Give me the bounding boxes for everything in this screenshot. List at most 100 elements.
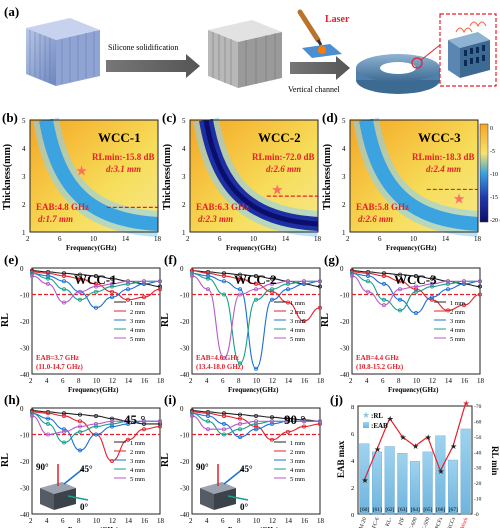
- x-tick-label: 12: [269, 377, 277, 385]
- x-tick-label: 6: [221, 377, 225, 385]
- series-line-3: [31, 272, 161, 309]
- series-point: [253, 427, 258, 432]
- series-point: [381, 281, 386, 286]
- category-label: KL-: [385, 516, 394, 527]
- series-point: [94, 284, 99, 289]
- legend-label: 3 mm: [130, 318, 145, 325]
- x-tick-label: 18: [317, 517, 325, 525]
- zoom-inset: [439, 13, 497, 87]
- y-tick-label: -40: [180, 371, 190, 379]
- panel-b-label: (b): [2, 110, 18, 125]
- x-tick-label: 12: [109, 517, 117, 525]
- series-point: [110, 284, 115, 289]
- rlmin-star-icon: ★: [453, 192, 466, 207]
- rlmin-text: RLmin:-18.3 dB: [412, 152, 475, 162]
- contour-frame: [189, 119, 319, 233]
- series-point: [46, 421, 51, 426]
- series-point: [365, 273, 370, 278]
- legend-label: 2 mm: [130, 309, 145, 316]
- x-tick-label: 18: [317, 377, 325, 385]
- series-point: [413, 287, 418, 292]
- series-point: [221, 356, 226, 361]
- contour-title: WCC-1: [98, 130, 141, 145]
- y-tick-label: -20: [180, 318, 190, 326]
- series-point: [317, 305, 322, 310]
- sample-top: [200, 482, 236, 494]
- x-tick-label: 18: [157, 377, 165, 385]
- legend-label: 4 mm: [130, 327, 145, 334]
- x-tick-label: 2: [29, 517, 33, 525]
- series-point: [46, 411, 51, 416]
- rl-point: ★: [425, 433, 432, 442]
- series-point: [237, 292, 242, 297]
- series-point: [477, 292, 482, 297]
- y-tick-label: 2: [22, 201, 26, 209]
- y-tick-label: -30: [20, 345, 30, 353]
- right-tick: -40: [474, 450, 482, 456]
- panel-c-label: (c): [162, 110, 176, 125]
- angle-45-label: 45°: [240, 464, 253, 474]
- series-point: [253, 421, 258, 426]
- series-point: [205, 273, 210, 278]
- series-point: [429, 295, 434, 300]
- rl-point: ★: [361, 476, 368, 485]
- laser-label: Laser: [325, 14, 350, 25]
- series-point: [253, 273, 258, 278]
- eab-text: EAB=4.6 GHz: [196, 354, 239, 362]
- contour-title: WCC-3: [418, 130, 461, 145]
- ref-label: [67]: [449, 507, 458, 513]
- series-point: [110, 289, 115, 294]
- y-tick-label: -20: [20, 458, 30, 466]
- series-point: [269, 419, 274, 424]
- y-tick-label: -10: [340, 292, 350, 300]
- series-point: [126, 279, 131, 284]
- series-point: [253, 297, 258, 302]
- y-axis-label: RL: [0, 313, 11, 327]
- legend-label: 1 mm: [290, 440, 305, 447]
- y-tick-label: 2: [342, 201, 346, 209]
- ring-product-icon: [356, 44, 441, 94]
- series-point: [62, 287, 67, 292]
- x-tick-label: 18: [314, 235, 322, 243]
- rlmin-depth: d:3.1 mm: [106, 164, 141, 174]
- series-point: [461, 281, 466, 286]
- series-point: [221, 432, 226, 437]
- series-point: [141, 281, 146, 286]
- contour-band-inner: [39, 118, 159, 231]
- rl-curves: (e) 2 4 6 8 10 12 14 16 18 0 -10 -20 -30 -40 Frequency(…: [0, 252, 485, 528]
- x-tick-label: 8: [397, 377, 401, 385]
- y-tick-label: 2: [182, 201, 186, 209]
- legend-label: 5 mm: [130, 476, 145, 483]
- y-axis-label: Thickness(mm): [2, 144, 13, 210]
- x-axis-label: Frequency(GHz): [68, 526, 119, 528]
- left-tick: 0: [351, 512, 354, 519]
- series-point: [189, 268, 194, 273]
- series-line-3: [191, 272, 321, 370]
- rl-title: WCC-3: [394, 272, 437, 287]
- x-tick-label: 2: [29, 377, 33, 385]
- series-point: [110, 421, 115, 426]
- category-label: FIF: [398, 517, 406, 527]
- series-point: [126, 287, 131, 292]
- series-point: [237, 435, 242, 440]
- y-axis-label: RL: [320, 313, 331, 327]
- series-point: [317, 279, 322, 284]
- rl-panel-f: (f) 2 4 6 8 10 12 14 16 18 0 -10 -20 -30 -40 Frequency(…: [160, 252, 325, 394]
- x-tick-label: 14: [285, 517, 293, 525]
- series-point: [126, 281, 131, 286]
- y-tick-label: 0: [180, 265, 184, 273]
- series-point: [221, 427, 226, 432]
- legend-eab-icon: [363, 422, 369, 428]
- x-tick-label: 2: [189, 377, 193, 385]
- series-point: [141, 421, 146, 426]
- series-point: [461, 303, 466, 308]
- y-tick-label: 0: [20, 405, 24, 413]
- x-tick-label: 14: [442, 235, 450, 243]
- series-point: [157, 421, 162, 426]
- legend-label: 4 mm: [130, 467, 145, 474]
- step1-label: Silicone solidification: [108, 43, 178, 52]
- legend-label: 5 mm: [290, 476, 305, 483]
- series-point: [237, 272, 242, 277]
- series-point: [285, 279, 290, 284]
